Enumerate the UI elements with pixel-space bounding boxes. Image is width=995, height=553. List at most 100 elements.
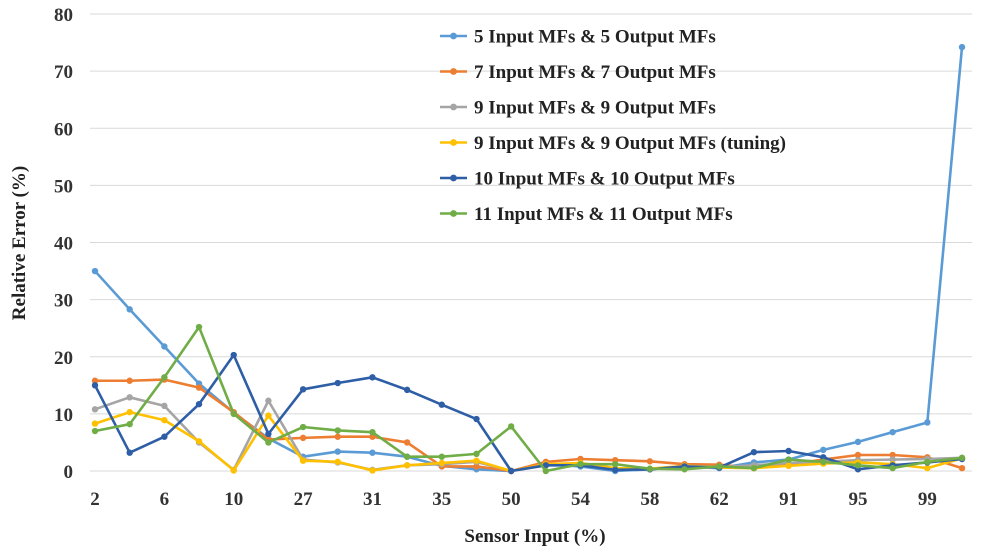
- y-tick-label: 0: [64, 462, 74, 483]
- series-line: [93, 325, 964, 473]
- data-point: [473, 450, 480, 458]
- data-point: [126, 377, 133, 384]
- legend-item: 10 Input MFs & 10 Output MFs: [440, 169, 735, 190]
- data-point: [681, 466, 688, 473]
- data-point: [334, 427, 341, 434]
- data-point: [646, 458, 654, 465]
- data-point: [403, 453, 411, 460]
- data-point: [126, 394, 133, 401]
- x-tick-label: 6: [160, 489, 170, 510]
- y-tick-label: 20: [54, 348, 73, 369]
- data-point: [542, 467, 550, 475]
- data-point: [299, 434, 307, 442]
- data-point: [126, 306, 133, 313]
- data-point: [161, 374, 168, 381]
- legend-label: 9 Input MFs & 9 Output MFs (tuning): [474, 133, 786, 154]
- data-point: [369, 433, 376, 440]
- legend-swatch-marker: [450, 139, 457, 146]
- data-point: [265, 439, 272, 446]
- legend-label: 7 Input MFs & 7 Output MFs: [474, 62, 716, 83]
- data-point: [195, 384, 203, 391]
- legend-item: 11 Input MFs & 11 Output MFs: [440, 204, 733, 225]
- data-point: [161, 343, 168, 350]
- legend: 5 Input MFs & 5 Output MFs 7 Input MFs & …: [440, 27, 786, 225]
- data-point: [265, 397, 272, 404]
- data-point: [91, 382, 99, 389]
- y-tick-label: 50: [54, 176, 73, 197]
- data-point: [785, 447, 792, 455]
- x-tick-label: 54: [571, 489, 591, 510]
- data-point: [854, 462, 862, 469]
- data-point: [161, 402, 168, 410]
- data-point: [820, 458, 827, 466]
- data-point: [403, 439, 411, 446]
- y-tick-label: 40: [54, 234, 73, 255]
- x-tick-label: 31: [363, 489, 382, 510]
- data-point: [161, 416, 168, 424]
- data-point: [195, 323, 203, 331]
- x-tick-label: 50: [502, 489, 521, 510]
- data-point: [958, 464, 966, 472]
- series-group: [91, 43, 966, 475]
- data-point: [230, 467, 237, 474]
- x-tick-label: 2: [90, 489, 100, 510]
- data-point: [334, 458, 341, 466]
- y-tick-label: 30: [54, 291, 73, 312]
- data-point: [195, 400, 203, 408]
- y-axis-title: Relative Error (%): [9, 166, 30, 320]
- data-point: [438, 401, 445, 408]
- data-point: [473, 415, 480, 423]
- data-point: [924, 464, 931, 472]
- y-axis-ticks: 0 10 20 30 40 50 60 70 80: [54, 5, 73, 483]
- data-point: [785, 456, 792, 463]
- x-axis-title: Sensor Input (%): [464, 526, 605, 547]
- series-2: [91, 376, 966, 475]
- x-tick-label: 10: [224, 489, 243, 510]
- data-point: [889, 464, 896, 472]
- data-point: [507, 423, 515, 430]
- legend-label: 5 Input MFs & 5 Output MFs: [474, 27, 716, 48]
- legend-item: 9 Input MFs & 9 Output MFs (tuning): [440, 133, 786, 154]
- data-point: [334, 379, 341, 387]
- data-point: [889, 451, 896, 459]
- data-point: [230, 410, 237, 418]
- data-point: [716, 463, 723, 470]
- x-tick-label: 35: [432, 489, 451, 510]
- data-point: [369, 374, 376, 381]
- x-tick-label: 99: [918, 489, 937, 510]
- data-point: [230, 351, 237, 359]
- legend-label: 11 Input MFs & 11 Output MFs: [474, 204, 733, 225]
- data-point: [750, 464, 758, 472]
- legend-label: 9 Input MFs & 9 Output MFs: [474, 98, 716, 119]
- data-point: [126, 408, 133, 416]
- legend-item: 7 Input MFs & 7 Output MFs: [440, 62, 716, 83]
- data-point: [473, 457, 480, 464]
- series-line: [93, 353, 964, 473]
- data-point: [161, 433, 168, 440]
- y-tick-label: 70: [54, 62, 73, 83]
- data-point: [854, 451, 862, 459]
- data-point: [889, 456, 896, 463]
- series-4: [91, 408, 966, 475]
- y-tick-label: 60: [54, 119, 73, 140]
- data-point: [438, 453, 445, 460]
- legend-swatch-marker: [450, 32, 457, 40]
- data-point: [473, 463, 480, 470]
- data-point: [785, 462, 792, 470]
- x-tick-label: 27: [294, 489, 314, 510]
- data-point: [577, 460, 584, 468]
- data-point: [91, 427, 99, 435]
- legend-swatch-marker: [450, 210, 457, 217]
- legend-swatch-marker: [450, 103, 457, 111]
- y-tick-label: 10: [54, 405, 73, 426]
- data-point: [403, 462, 411, 469]
- data-point: [958, 454, 966, 462]
- legend-label: 10 Input MFs & 10 Output MFs: [474, 169, 735, 190]
- data-point: [334, 433, 341, 440]
- legend-swatch-marker: [450, 68, 457, 75]
- legend-swatch-marker: [450, 174, 457, 182]
- data-point: [265, 430, 272, 438]
- data-point: [958, 43, 966, 51]
- x-tick-label: 62: [710, 489, 729, 510]
